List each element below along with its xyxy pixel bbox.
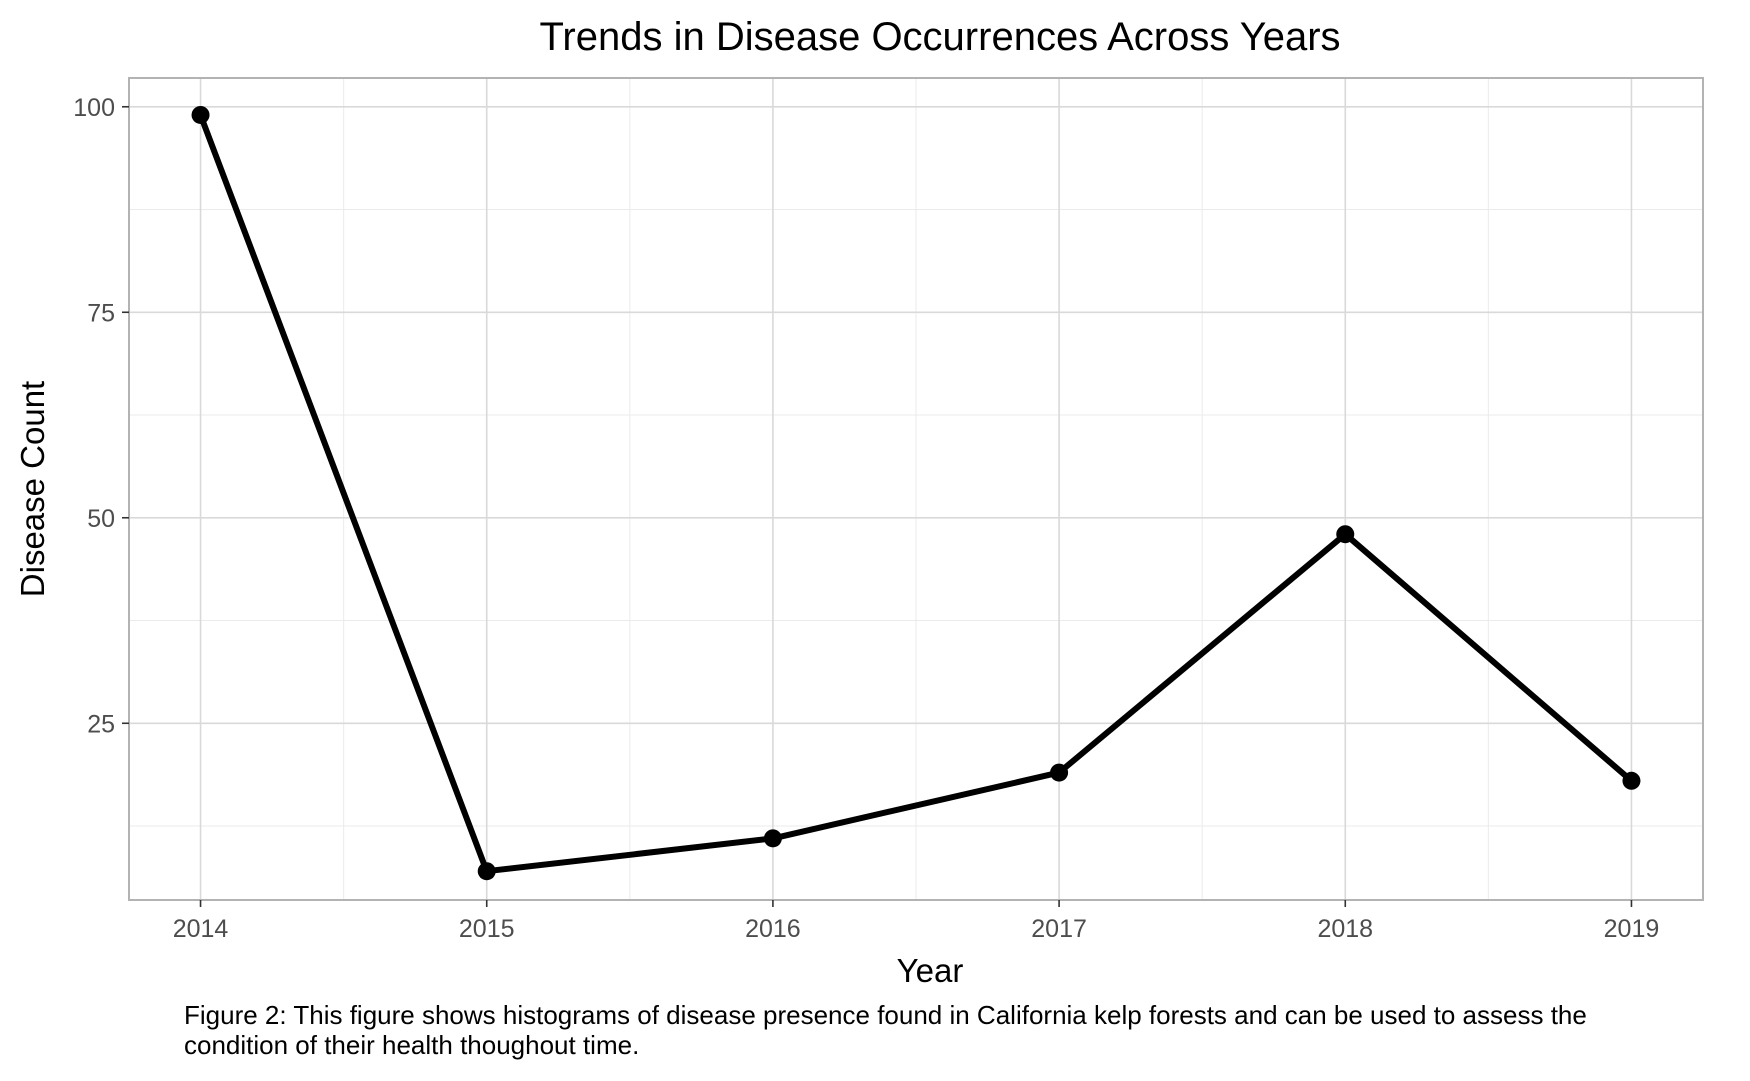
y-tick-label: 75 bbox=[87, 299, 115, 327]
major-gridlines bbox=[129, 78, 1703, 900]
x-axis-title: Year bbox=[897, 952, 964, 989]
y-axis-title: Disease Count bbox=[14, 381, 51, 597]
x-tick-label: 2018 bbox=[1317, 915, 1373, 943]
line-chart: 2014 2015 2016 2017 2018 2019 25 50 75 100 Trend… bbox=[14, 15, 1704, 989]
data-point bbox=[763, 829, 782, 848]
series-line bbox=[197, 112, 1635, 875]
y-tick-label: 50 bbox=[87, 505, 115, 533]
x-axis-ticks: 2014 2015 2016 2017 2018 2019 bbox=[173, 900, 1660, 943]
data-point bbox=[1336, 525, 1355, 544]
x-tick-label: 2015 bbox=[459, 915, 515, 943]
panel-border bbox=[128, 77, 1704, 901]
data-point bbox=[191, 105, 210, 124]
y-tick-label: 25 bbox=[87, 710, 115, 738]
minor-gridlines bbox=[129, 78, 1703, 900]
x-tick-label: 2019 bbox=[1604, 915, 1660, 943]
y-tick-label: 100 bbox=[73, 94, 115, 122]
figure-caption: Figure 2: This figure shows histograms o… bbox=[184, 1000, 1587, 1060]
chart-title: Trends in Disease Occurrences Across Yea… bbox=[539, 15, 1340, 59]
y-axis-ticks: 25 50 75 100 bbox=[73, 94, 129, 738]
x-tick-label: 2016 bbox=[745, 915, 801, 943]
x-tick-label: 2017 bbox=[1031, 915, 1087, 943]
x-tick-label: 2014 bbox=[173, 915, 229, 943]
data-series bbox=[191, 105, 1641, 881]
data-point bbox=[1050, 763, 1069, 782]
data-point bbox=[1622, 771, 1641, 790]
data-point bbox=[477, 862, 496, 881]
